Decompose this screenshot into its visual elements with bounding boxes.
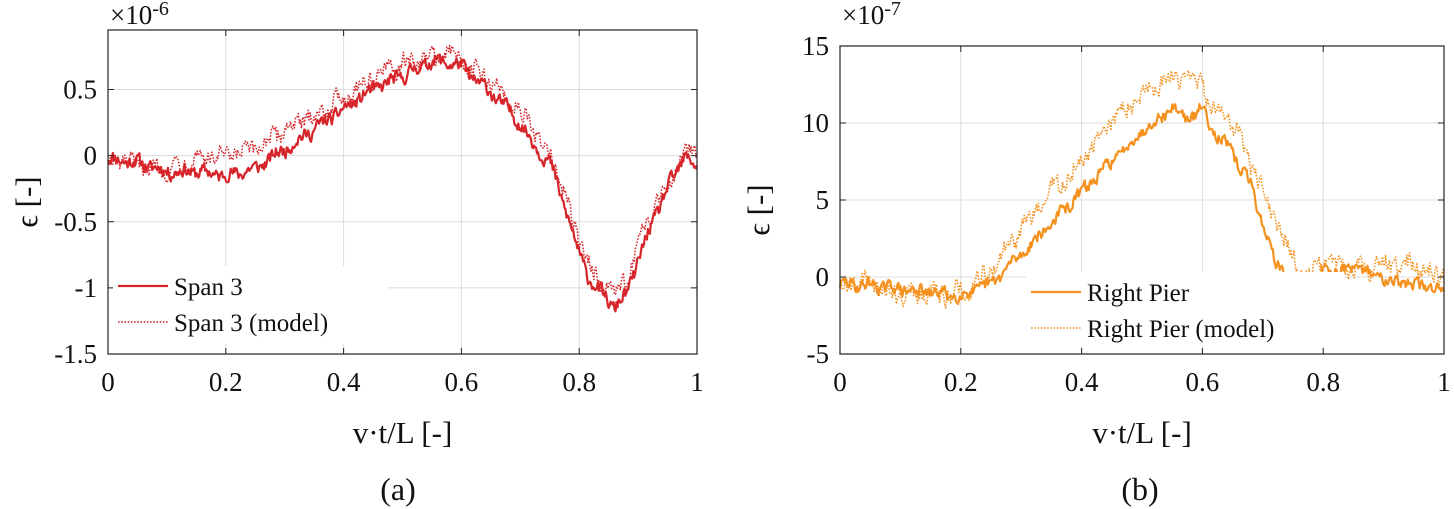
x-tick-label: 0.8 [1306,367,1340,397]
x-axis-label: v·t/L [-] [353,415,453,450]
x-tick-label: 0 [833,367,847,397]
x-tick-label: 1 [690,367,704,397]
x-tick-label: 0.6 [1186,367,1220,397]
y-exponent-label: ×10-7 [842,0,901,30]
x-tick-label: 0.2 [209,367,243,397]
legend-label-model: Right Pier (model) [1087,316,1274,343]
x-tick-label: 0.6 [445,367,479,397]
chart-panel-a: 0 0.2 0.4 0.6 0.8 1 -1.5 -1 -0.5 0 0.5 ×10-6 v·t/L [… [9,0,704,507]
y-tick-label: 10 [802,108,829,138]
x-tick-label: 0.8 [562,367,596,397]
legend-box [1026,272,1344,346]
series-line-measured [838,102,1445,305]
x-tick-label: 1 [1437,367,1451,397]
y-tick-label: -1.5 [54,339,97,369]
y-tick-label: -5 [807,339,830,369]
y-axis-label: ϵ [-] [9,176,44,227]
plot-frame [107,29,698,355]
x-tick-label: 0 [101,367,115,397]
y-axis-label: ϵ [-] [741,184,776,235]
legend-label-model: Span 3 (model) [174,310,328,337]
panel-caption: (a) [380,471,416,507]
legend-box [113,266,388,344]
y-tick-label: -1 [75,273,98,303]
series-line-measured [107,53,699,313]
legend-label-measured: Right Pier [1087,280,1190,307]
panel-caption: (b) [1121,471,1158,507]
y-tick-label: 0 [84,141,98,171]
y-tick-label: 15 [802,31,829,61]
series-line-model [107,44,698,298]
x-tick-label: 0.4 [1065,367,1099,397]
y-tick-label: 0 [816,262,830,292]
y-tick-label: 0.5 [63,75,97,105]
x-tick-label: 0.2 [944,367,978,397]
series-line-model [839,69,1445,309]
y-exponent-label: ×10-6 [110,0,169,30]
legend-label-measured: Span 3 [174,274,243,301]
x-tick-label: 0.4 [327,367,361,397]
x-axis-label: v·t/L [-] [1092,415,1192,450]
y-tick-label: 5 [816,185,830,215]
y-tick-label: -0.5 [54,207,97,237]
